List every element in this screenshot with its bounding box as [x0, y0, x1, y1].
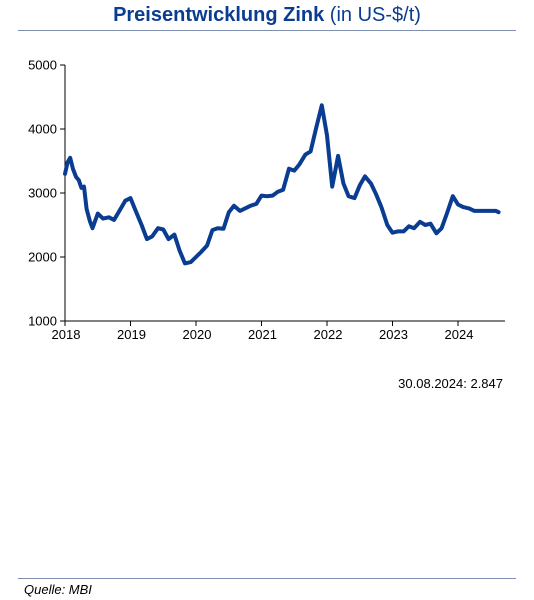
footer-divider	[18, 578, 516, 579]
chart-title-main: Preisentwicklung Zink	[113, 4, 325, 26]
y-tick-label: 2000	[28, 250, 57, 265]
title-divider	[18, 30, 516, 31]
y-tick-label: 5000	[28, 58, 57, 73]
latest-price-note: 30.08.2024: 2.847	[398, 376, 503, 391]
x-tick-label: 2021	[248, 327, 277, 342]
x-tick-label: 2019	[117, 327, 146, 342]
x-tick-label: 2022	[314, 327, 343, 342]
chart-title: Preisentwicklung Zink (in US-$/t)	[0, 4, 534, 27]
x-tick-label: 2018	[52, 327, 81, 342]
series-line	[63, 103, 501, 266]
y-tick-label: 1000	[28, 314, 57, 329]
source-label: Quelle: MBI	[24, 582, 92, 597]
x-tick-label: 2023	[379, 327, 408, 342]
x-tick-label: 2024	[445, 327, 474, 342]
y-tick-label: 3000	[28, 186, 57, 201]
chart-title-unit: (in US-$/t)	[329, 4, 421, 26]
x-tick-label: 2020	[183, 327, 212, 342]
y-tick-label: 4000	[28, 122, 57, 137]
